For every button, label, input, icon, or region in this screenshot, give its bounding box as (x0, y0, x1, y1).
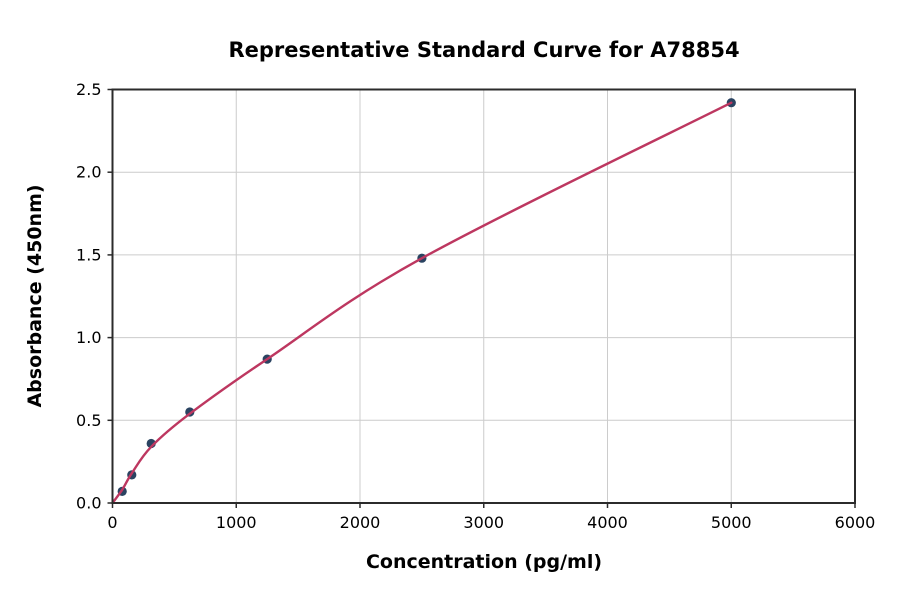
y-tick-label: 2.0 (76, 163, 101, 182)
y-axis-label: Absorbance (450nm) (24, 184, 46, 407)
x-tick-label: 4000 (587, 513, 628, 532)
x-tick-label: 6000 (835, 513, 876, 532)
ticks-layer (107, 88, 856, 508)
y-tick-label: 0.0 (76, 494, 101, 513)
x-tick-label: 5000 (711, 513, 752, 532)
y-tick-label: 2.5 (76, 80, 101, 99)
x-tick-label: 2000 (340, 513, 381, 532)
fit-curve-layer (111, 101, 733, 505)
x-tick-label: 3000 (463, 513, 504, 532)
x-tick-label: 0 (107, 513, 117, 532)
x-axis-label: Concentration (pg/ml) (366, 551, 602, 573)
y-tick-label: 1.5 (76, 245, 101, 264)
y-tick-label: 0.5 (76, 411, 101, 430)
tick-labels-layer: 0 1000 2000 3000 4000 5000 6000 0.0 0.5 1.0 1.5 2.0… (76, 80, 875, 532)
x-tick-label: 1000 (216, 513, 257, 532)
chart-title: Representative Standard Curve for A78854 (228, 38, 739, 62)
gridlines-layer (112, 89, 856, 504)
y-tick-label: 1.0 (76, 328, 101, 347)
fit-curve (111, 101, 733, 505)
data-points-layer (117, 98, 736, 496)
